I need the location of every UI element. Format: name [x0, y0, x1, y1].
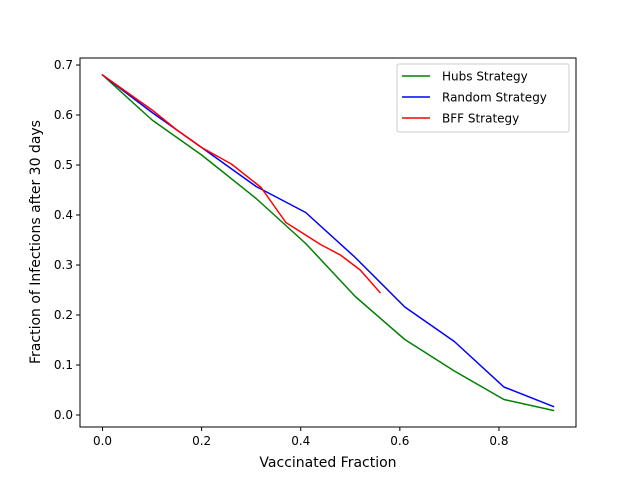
legend-entries: Hubs Strategy Random Strategy BFF Strategy [402, 70, 547, 126]
legend: Hubs Strategy Random Strategy BFF Strategy [396, 63, 570, 133]
y-tick-label: 0.5 [54, 158, 73, 172]
legend-label-bff-strategy: BFF Strategy [442, 112, 519, 126]
legend-frame [396, 63, 570, 133]
y-tick-label: 0.4 [54, 208, 73, 222]
legend-label-random-strategy: Random Strategy [442, 91, 547, 105]
x-axis-label: Vaccinated Fraction [259, 455, 396, 471]
x-axis-ticks: 0.0 0.2 0.4 0.6 0.8 [93, 427, 508, 448]
y-tick-label: 0.6 [54, 108, 73, 122]
y-axis-label: Fraction of Infections after 30 days [28, 120, 44, 364]
series-line-bff-strategy [101, 73, 382, 294]
y-tick-label: 0.3 [54, 258, 73, 272]
y-tick-label: 0.0 [54, 408, 73, 422]
series-layer [101, 73, 555, 412]
x-tick-label: 0.6 [390, 434, 409, 448]
x-tick-label: 0.0 [93, 434, 112, 448]
axes-frame [79, 57, 577, 428]
y-tick-label: 0.7 [54, 58, 73, 72]
y-tick-label: 0.2 [54, 308, 73, 322]
legend-label-hubs-strategy: Hubs Strategy [442, 70, 528, 84]
x-tick-label: 0.4 [291, 434, 310, 448]
y-tick-label: 0.1 [54, 358, 73, 372]
y-axis-ticks: 0.0 0.1 0.2 0.3 0.4 0.5 0.6 0.7 [54, 58, 80, 422]
series-line-hubs-strategy [101, 73, 555, 412]
x-tick-label: 0.2 [192, 434, 211, 448]
x-tick-label: 0.8 [489, 434, 508, 448]
